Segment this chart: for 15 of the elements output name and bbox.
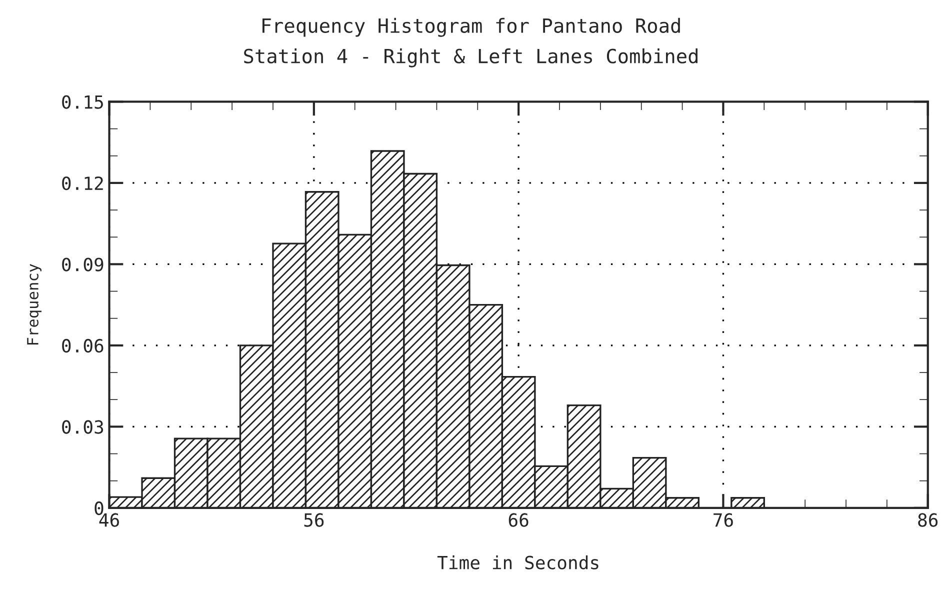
chart-title: Frequency Histogram for Pantano Road [262, 18, 680, 37]
y-tick-label: 0.06 [62, 338, 104, 353]
x-tick-label: 56 [304, 513, 324, 527]
chart-subtitle: Station 4 - Right & Left Lanes Combined [244, 48, 698, 68]
y-tick-label: 0.12 [62, 176, 103, 190]
x-axis-title: Time in Seconds [437, 555, 598, 570]
x-tick-label: 86 [918, 513, 938, 527]
y-tick-label: 0.03 [62, 420, 104, 434]
y-tick-label: 0 [94, 501, 104, 516]
y-tick-label: 0.09 [62, 258, 104, 272]
x-tick-label: 46 [99, 513, 119, 527]
x-tick-label: 66 [508, 513, 528, 527]
y-tick-label: 0.15 [62, 95, 103, 109]
x-tick-label: 76 [714, 513, 733, 527]
y-axis-title: Frequency [27, 264, 42, 344]
